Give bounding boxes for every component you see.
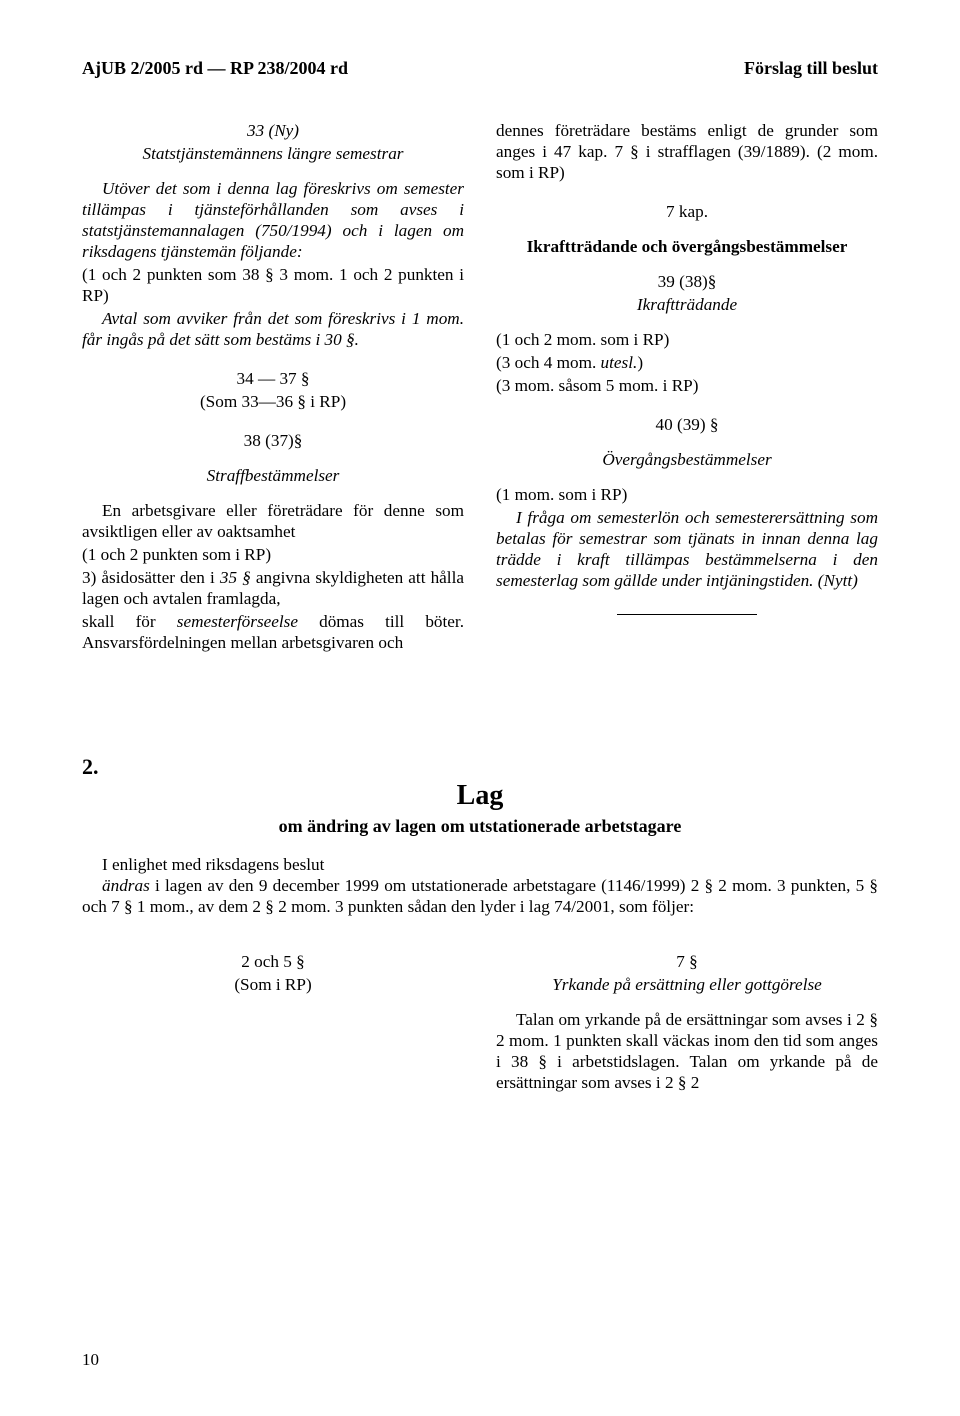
s33-body: Utöver det som i denna lag föreskrivs om… <box>82 179 464 263</box>
s38-title: Straffbestämmelser <box>82 466 464 487</box>
s38-item1: (1 och 2 punkten som i RP) <box>82 545 464 566</box>
s39-l2-c: ) <box>637 353 643 372</box>
s34-37-line2: (Som 33—36 § i RP) <box>82 392 464 413</box>
s39-title: Ikraftträdande <box>496 295 878 316</box>
main-columns: 33 (Ny) Statstjänstemännens längre semes… <box>82 121 878 656</box>
s39-l2: (3 och 4 mom. utesl.) <box>496 353 878 374</box>
s38-number: 38 (37)§ <box>82 431 464 452</box>
s39-number: 39 (38)§ <box>496 272 878 293</box>
s38-tail-a: skall för <box>82 612 177 631</box>
s39-l3: (3 mom. såsom 5 mom. i RP) <box>496 376 878 397</box>
law2-intro: I enlighet med riksdagens beslut ändras … <box>82 855 878 918</box>
law2-right-body: Talan om yrkande på de ersättningar som … <box>496 1010 878 1094</box>
right-column: dennes företrädare bestäms enligt de gru… <box>496 121 878 656</box>
law2-intro-l1: I enlighet med riksdagens beslut <box>82 855 324 876</box>
law2-intro-a: ändras <box>102 876 150 895</box>
s38-tail: skall för semesterförseelse dömas till b… <box>82 612 464 654</box>
s33-avtal: Avtal som avviker från det som föreskriv… <box>82 309 464 351</box>
header-right: Förslag till beslut <box>744 58 878 79</box>
s39-l2-a: (3 och 4 mom. <box>496 353 601 372</box>
law2-right-title: Yrkande på ersättning eller gottgörelse <box>496 975 878 996</box>
law2-number: 2. <box>82 754 878 780</box>
running-header: AjUB 2/2005 rd — RP 238/2004 rd Förslag … <box>82 58 878 79</box>
s33-item: (1 och 2 punkten som 38 § 3 mom. 1 och 2… <box>82 265 464 307</box>
s40-number: 40 (39) § <box>496 415 878 436</box>
s38-item3-a: 3) åsidosätter den i <box>82 568 220 587</box>
s40-l1: (1 mom. som i RP) <box>496 485 878 506</box>
s39-l1: (1 och 2 mom. som i RP) <box>496 330 878 351</box>
s33-number: 33 (Ny) <box>82 121 464 142</box>
kap7: 7 kap. <box>496 202 878 223</box>
divider-rule <box>617 614 757 615</box>
s33-title: Statstjänstemännens längre semestrar <box>82 144 464 165</box>
s38-item3-b: 35 § <box>220 568 251 587</box>
s34-37-line1: 34 — 37 § <box>82 369 464 390</box>
left-column: 33 (Ny) Statstjänstemännens längre semes… <box>82 121 464 656</box>
law2-subtitle: om ändring av lagen om utstationerade ar… <box>82 816 878 837</box>
s38-item3: 3) åsidosätter den i 35 § angivna skyldi… <box>82 568 464 610</box>
s40-title: Övergångsbestämmelser <box>496 450 878 471</box>
law2-left-l2: (Som i RP) <box>82 975 464 996</box>
page-number: 10 <box>82 1350 99 1370</box>
law2-left-l1: 2 och 5 § <box>82 952 464 973</box>
page: AjUB 2/2005 rd — RP 238/2004 rd Förslag … <box>0 0 960 1416</box>
s38-body: En arbetsgivare eller företrädare för de… <box>82 501 464 543</box>
s39-l2-b: utesl. <box>601 353 638 372</box>
s40-body: I fråga om semesterlön och semesterersät… <box>496 508 878 592</box>
law2-right-l1: 7 § <box>496 952 878 973</box>
ikraft-title: Ikraftträdande och övergångsbestämmelser <box>496 237 878 258</box>
law2-left-column: 2 och 5 § (Som i RP) <box>82 952 464 1108</box>
law2-columns: 2 och 5 § (Som i RP) 7 § Yrkande på ersä… <box>82 952 878 1108</box>
header-left: AjUB 2/2005 rd — RP 238/2004 rd <box>82 58 348 79</box>
law2-right-column: 7 § Yrkande på ersättning eller gottgöre… <box>496 952 878 1108</box>
law2-block: 2. Lag om ändring av lagen om utstatione… <box>82 754 878 1108</box>
law2-intro-b: i lagen av den 9 december 1999 om utstat… <box>82 876 878 916</box>
s38-tail-b: semesterförseelse <box>177 612 298 631</box>
law2-title: Lag <box>82 780 878 812</box>
right-top-body: dennes företrädare bestäms enligt de gru… <box>496 121 878 184</box>
